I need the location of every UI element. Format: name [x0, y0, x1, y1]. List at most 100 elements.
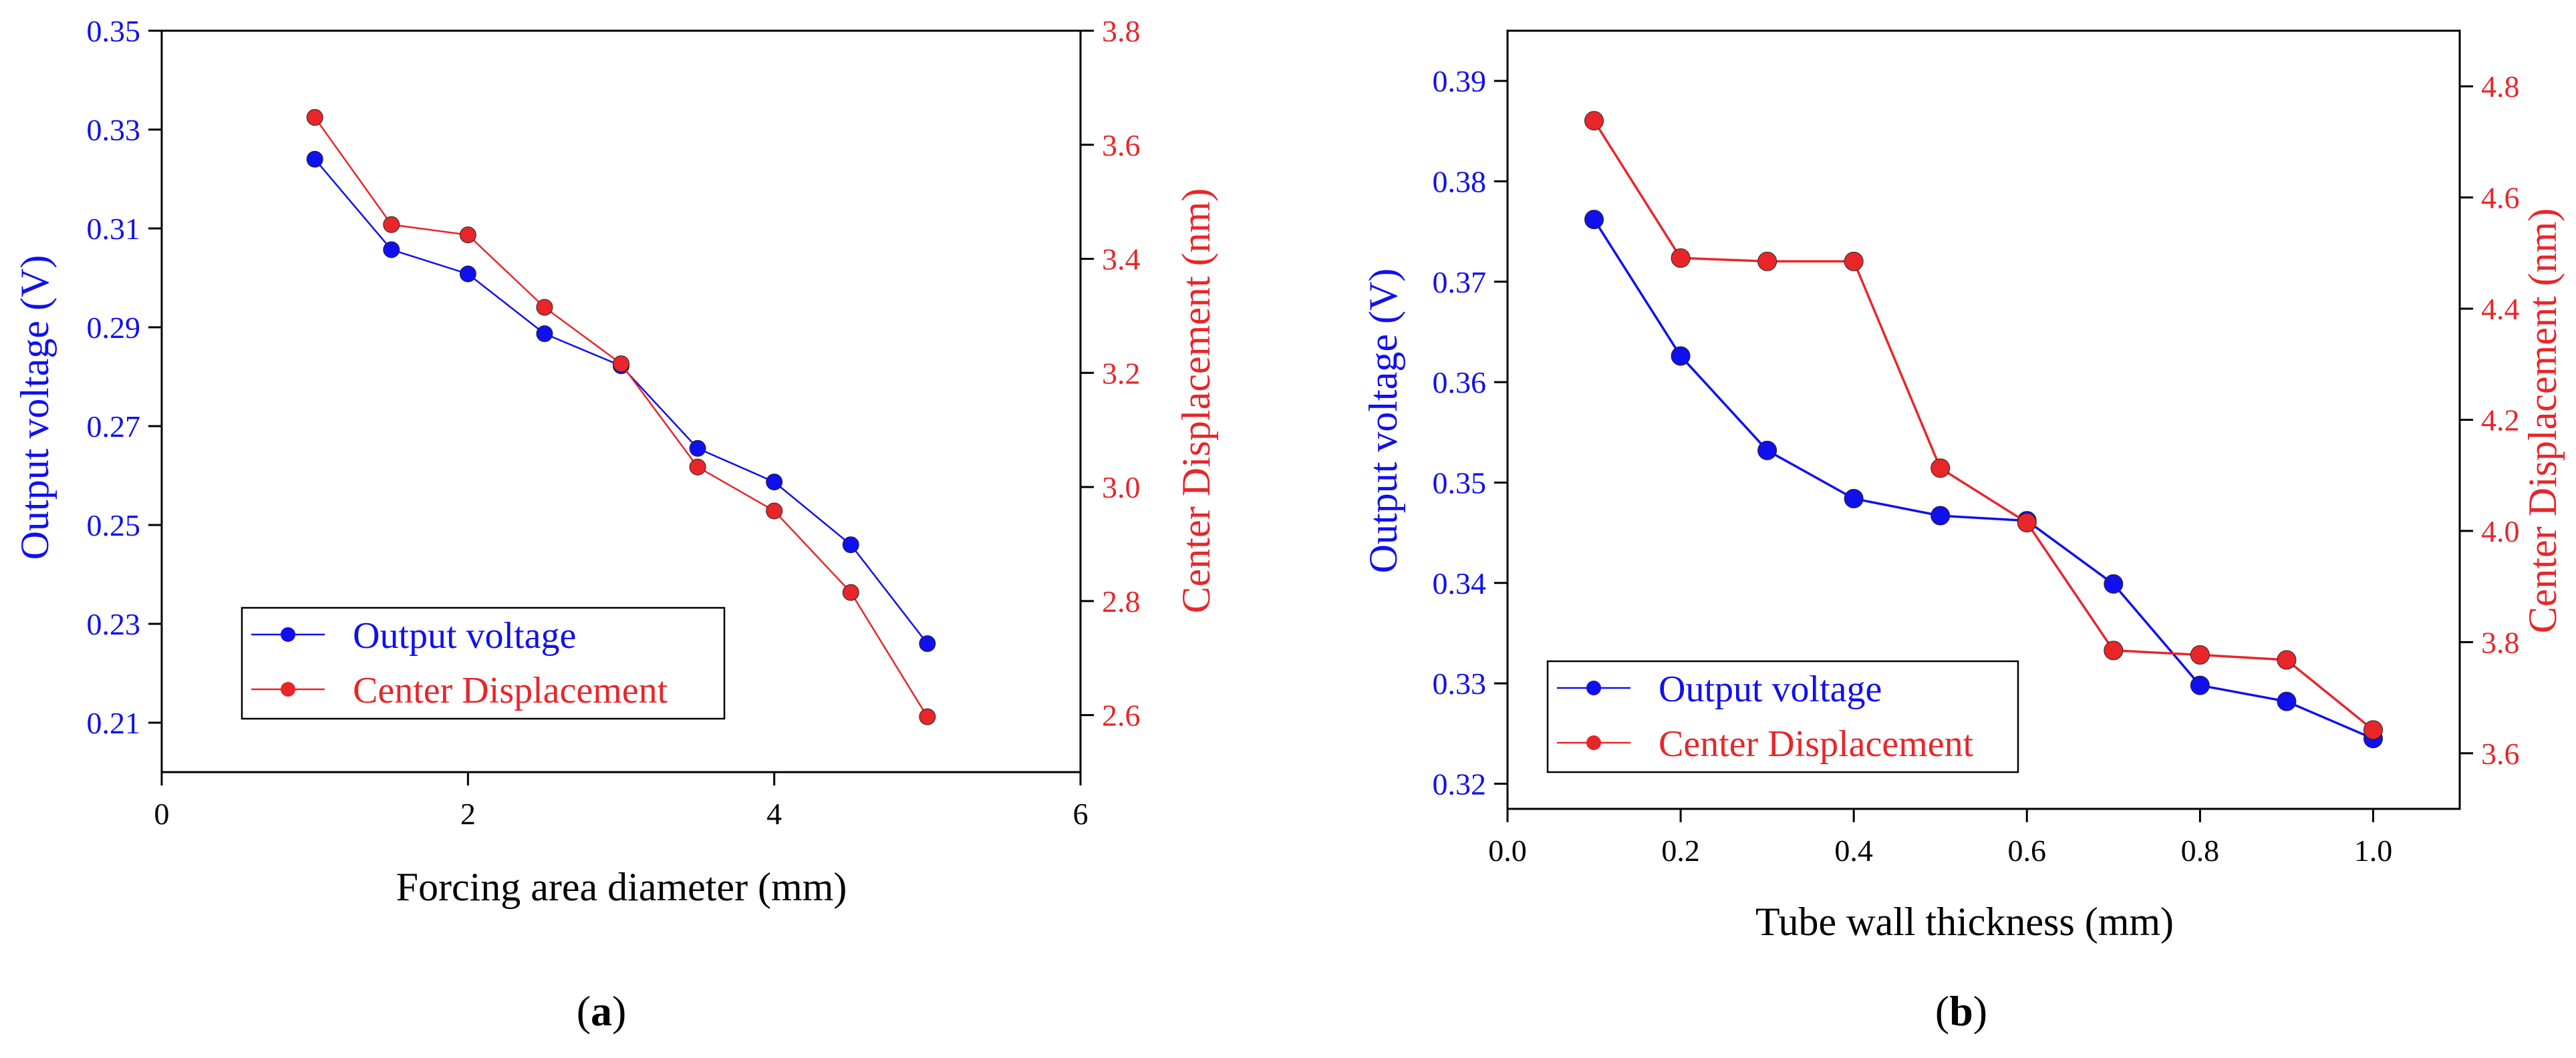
left-y-tick-label-a: 0.35	[87, 14, 141, 48]
data-point-center-displacement-a	[842, 584, 859, 601]
data-point-center-displacement-b	[2277, 650, 2297, 670]
legend-marker-voltage-a	[281, 627, 295, 642]
x-tick-label-b: 0.8	[2181, 834, 2220, 868]
series-line-output-voltage-b	[1593, 218, 2374, 740]
x-ticks-b: 0.0 0.2 0.4 0.6 0.8 1.0	[1488, 809, 2392, 868]
legend-marker-displacement-b	[1586, 735, 1601, 750]
plot-frame-a	[160, 29, 1082, 773]
legend-label-displacement-a: Center Displacement	[353, 670, 668, 711]
left-y-tick-label-a: 0.31	[87, 212, 141, 246]
legend-label-voltage-a: Output voltage	[353, 615, 576, 657]
data-point-center-displacement-a	[383, 216, 400, 233]
data-point-center-displacement-a	[766, 502, 783, 520]
right-y-tick-label-b: 4.6	[2481, 181, 2520, 215]
right-y-tick-label-b: 4.2	[2481, 403, 2520, 437]
x-axis-label-b: Tube wall thickness (mm)	[1755, 900, 2174, 944]
chart-panel-b: 0.0 0.2 0.4 0.6 0.8 1.0 0.320.330.340.350.360…	[1361, 29, 2565, 1035]
left-y-tick-label-a: 0.25	[87, 508, 141, 542]
x-tick-label-b: 0.0	[1488, 834, 1527, 868]
legend-a: Output voltage Center Displacement	[241, 606, 726, 720]
data-point-output-voltage-a	[306, 150, 323, 168]
data-point-output-voltage-a	[383, 241, 400, 258]
data-point-center-displacement-a	[613, 355, 629, 373]
left-y-tick-label-a: 0.23	[87, 607, 141, 641]
data-point-output-voltage-b	[1930, 506, 1951, 526]
data-point-center-displacement-b	[2363, 720, 2383, 740]
x-tick-label-a: 0	[154, 797, 170, 831]
data-point-center-displacement-b	[2104, 641, 2124, 661]
data-point-center-displacement-b	[1757, 251, 1777, 271]
left-y-axis-label-a: Output voltage (V)	[13, 255, 57, 560]
x-tick-label-b: 0.6	[2008, 834, 2047, 868]
x-tick-label-b: 0.2	[1661, 834, 1700, 868]
right-y-tick-label-b: 4.4	[2481, 292, 2520, 326]
data-point-output-voltage-a	[459, 265, 476, 283]
data-point-center-displacement-a	[306, 109, 323, 126]
data-point-output-voltage-a	[536, 325, 553, 343]
left-y-tick-label-b: 0.35	[1433, 466, 1487, 500]
left-y-tick-label-b: 0.38	[1433, 164, 1487, 198]
right-y-tick-label-a: 3.0	[1102, 470, 1141, 504]
data-point-center-displacement-b	[1930, 458, 1951, 478]
data-point-output-voltage-a	[689, 439, 706, 457]
legend-label-displacement-b: Center Displacement	[1659, 723, 1974, 765]
data-point-center-displacement-a	[919, 708, 936, 725]
panel-letter-a: a	[591, 987, 612, 1035]
x-ticks-a: 0 2 4 6	[154, 772, 1089, 831]
data-point-output-voltage-b	[2277, 691, 2297, 711]
legend-box-b	[1546, 660, 2019, 773]
x-axis-label-a: Forcing area diameter (mm)	[396, 865, 847, 909]
left-y-axis-label-b: Output voltage (V)	[1361, 269, 1405, 574]
data-point-output-voltage-b	[1671, 346, 1691, 366]
left-y-tick-label-b: 0.33	[1433, 667, 1487, 701]
panel-letter-b: b	[1949, 987, 1973, 1035]
data-point-output-voltage-a	[919, 635, 936, 653]
legend-b: Output voltage Center Displacement	[1546, 660, 2019, 773]
data-point-center-displacement-b	[1584, 111, 1604, 131]
series-a	[306, 109, 936, 725]
legend-label-voltage-b: Output voltage	[1659, 669, 1882, 710]
chart-panel-a: 0 2 4 6 0.21 0.23 0.25 0.27 0.29 0.31 0.33 0.35 2.…	[13, 14, 1218, 1035]
data-point-center-displacement-b	[1671, 248, 1691, 268]
left-y-tick-label-b: 0.34	[1433, 566, 1487, 600]
left-y-ticks-b: 0.32 0.33 0.34 0.35 0.36 0.37 0.38 0.39	[1433, 64, 1508, 801]
left-y-ticks-a: 0.21 0.23 0.25 0.27 0.29 0.31 0.33 0.35	[87, 14, 162, 740]
data-point-center-displacement-a	[536, 299, 553, 316]
x-tick-label-b: 1.0	[2354, 834, 2393, 868]
right-y-tick-label-a: 3.2	[1102, 356, 1141, 390]
right-y-axis-label-b: Center Displacement (nm)	[2521, 208, 2565, 633]
data-point-output-voltage-b	[1757, 440, 1777, 460]
legend-marker-voltage-b	[1586, 681, 1601, 695]
x-tick-label-a: 4	[766, 797, 782, 831]
series-line-output-voltage-a	[314, 158, 928, 645]
data-point-center-displacement-b	[1844, 251, 1864, 271]
x-tick-label-b: 0.4	[1834, 834, 1873, 868]
right-y-tick-label-a: 2.6	[1102, 699, 1141, 733]
data-point-output-voltage-b	[1584, 210, 1604, 230]
panel-label-a: (a)	[577, 987, 627, 1035]
right-y-tick-label-a: 3.4	[1102, 242, 1141, 277]
left-y-tick-label-b: 0.37	[1433, 265, 1487, 299]
data-point-output-voltage-b	[1844, 489, 1864, 509]
data-point-output-voltage-b	[2190, 675, 2210, 695]
data-point-output-voltage-a	[766, 474, 783, 491]
panel-label-b: (b)	[1935, 987, 1987, 1035]
right-y-tick-label-b: 3.8	[2481, 625, 2520, 659]
right-y-tick-label-b: 4.0	[2481, 514, 2520, 548]
left-y-tick-label-a: 0.33	[87, 113, 141, 147]
legend-marker-displacement-a	[281, 682, 295, 697]
right-y-tick-label-a: 3.6	[1102, 128, 1141, 162]
right-y-tick-label-a: 2.8	[1102, 584, 1141, 619]
left-y-tick-label-b: 0.32	[1433, 767, 1487, 801]
right-y-axis-label-a: Center Displacement (nm)	[1174, 188, 1218, 613]
legend-box-a	[241, 606, 726, 720]
series-line-center-displacement-b	[1593, 120, 2374, 731]
data-point-center-displacement-b	[2017, 512, 2037, 532]
right-y-ticks-a: 2.6 2.8 3.0 3.2 3.4 3.6 3.8	[1081, 14, 1141, 733]
left-y-tick-label-a: 0.21	[87, 706, 141, 740]
right-y-tick-label-a: 3.8	[1102, 14, 1141, 48]
series-b	[1584, 111, 2383, 749]
data-point-output-voltage-b	[2104, 574, 2124, 594]
data-point-output-voltage-a	[842, 536, 859, 554]
